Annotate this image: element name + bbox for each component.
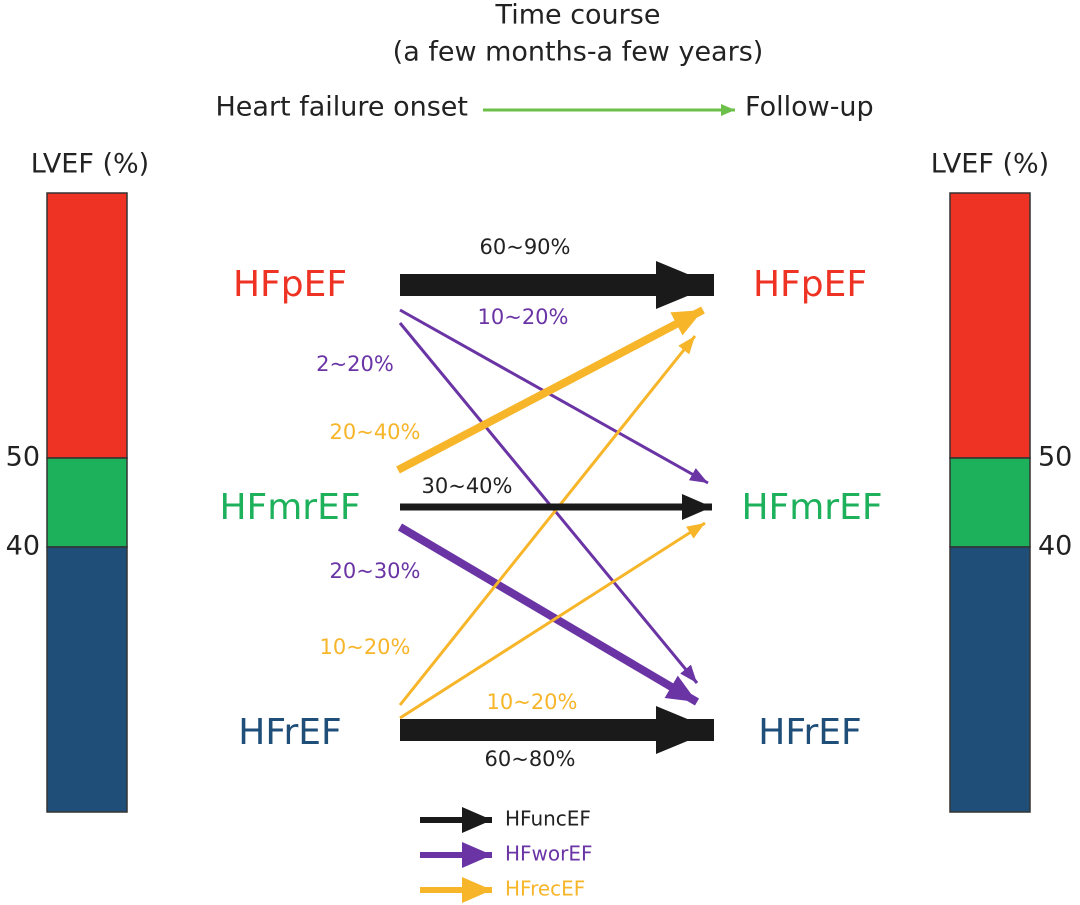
transition-label: 10~20% xyxy=(487,690,578,714)
onset-node: HFmrEF xyxy=(219,487,360,528)
lvef-bar xyxy=(46,192,128,813)
follow-node: HFpEF xyxy=(753,264,867,305)
follow-node: HFrEF xyxy=(758,712,861,753)
transition-label: 2~20% xyxy=(316,352,394,376)
legend-label: HFuncEF xyxy=(505,807,591,831)
arrows xyxy=(396,261,714,754)
start-label: Heart failure onset xyxy=(216,92,469,123)
transition-label: 20~30% xyxy=(330,559,421,583)
end-label: Follow-up xyxy=(745,92,874,123)
scale-tick: 50 xyxy=(1038,442,1072,473)
transition-label: 20~40% xyxy=(330,420,421,444)
transition-label: 60~80% xyxy=(485,747,576,771)
subtitle: (a few months-a few years) xyxy=(393,37,764,68)
transition-label: 30~40% xyxy=(422,474,513,498)
onset-node: HFpEF xyxy=(233,264,347,305)
transition-label: 10~20% xyxy=(478,305,569,329)
title: Time course xyxy=(495,0,661,31)
scale-label: LVEF (%) xyxy=(931,149,1049,180)
scale-tick: 40 xyxy=(6,531,40,562)
lvef-bar xyxy=(949,192,1031,813)
scale-tick: 40 xyxy=(1038,531,1072,562)
onset-node: HFrEF xyxy=(238,712,341,753)
follow-node: HFmrEF xyxy=(741,487,882,528)
scale-label: LVEF (%) xyxy=(31,149,149,180)
legend-label: HFrecEF xyxy=(505,877,585,901)
scale-tick: 50 xyxy=(6,442,40,473)
transition-label: 10~20% xyxy=(320,635,411,659)
transition-label: 60~90% xyxy=(480,235,571,259)
legend-label: HFworEF xyxy=(505,842,593,866)
